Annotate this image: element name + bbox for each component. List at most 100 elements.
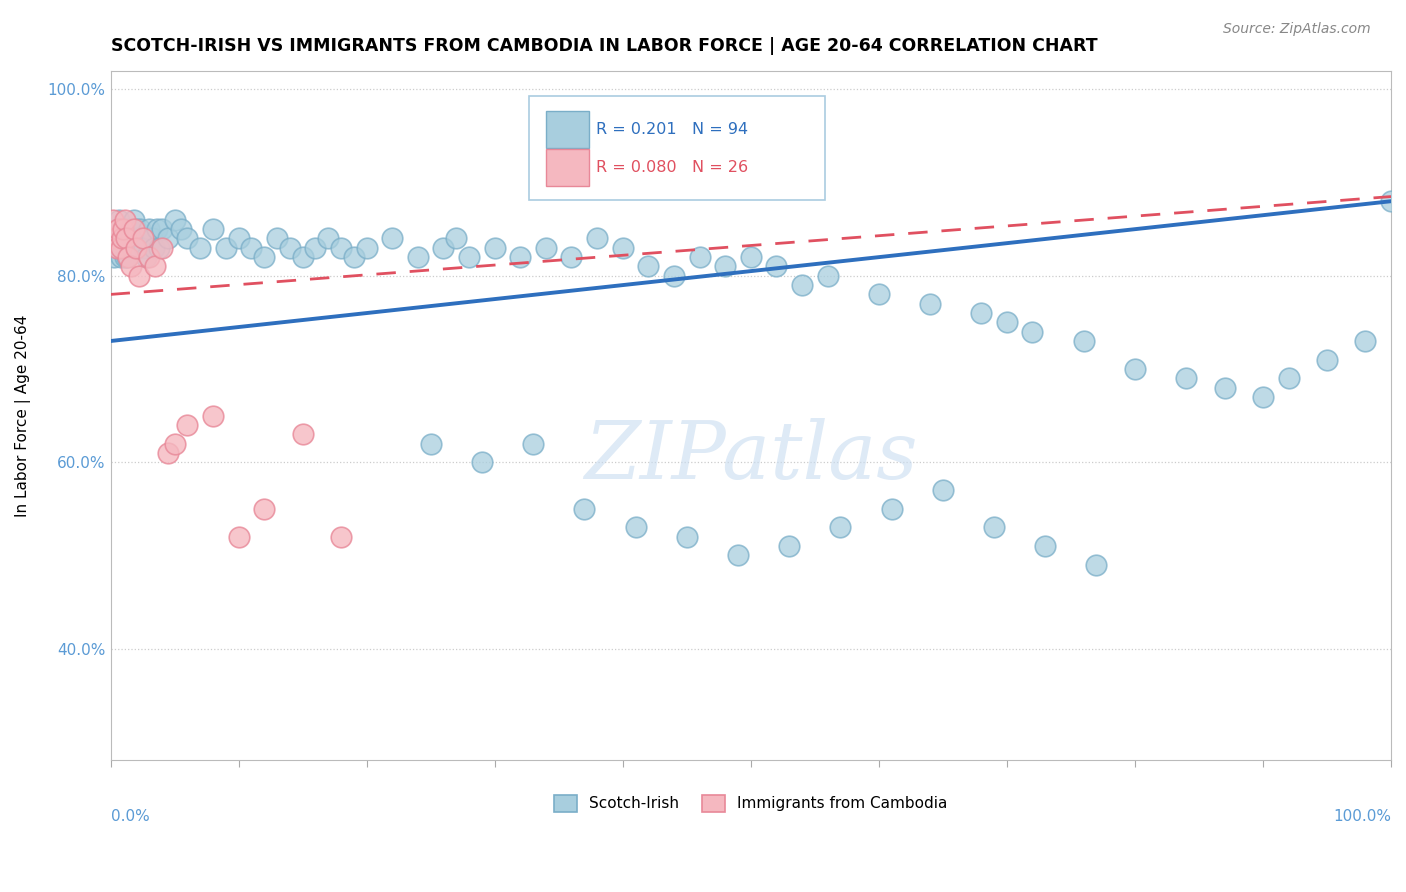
Point [1213,381,1236,395]
Point [122,212,145,227]
Point [918,297,941,311]
Point [1175,371,1198,385]
Point [112,222,135,236]
Point [121,241,143,255]
Y-axis label: In Labor Force | Age 20-64: In Labor Force | Age 20-64 [15,314,31,516]
FancyBboxPatch shape [546,149,589,186]
Point [266,231,288,245]
Point [138,222,160,236]
Text: Source: ZipAtlas.com: Source: ZipAtlas.com [1223,22,1371,37]
Point [135,250,157,264]
Point [727,549,749,563]
Point [105,231,128,245]
Point [125,241,148,255]
Point [484,241,506,255]
Point [240,241,263,255]
Point [150,222,173,236]
Point [157,446,180,460]
Point [446,231,468,245]
Point [765,260,787,274]
Point [111,241,134,255]
Text: SCOTCH-IRISH VS IMMIGRANTS FROM CAMBODIA IN LABOR FORCE | AGE 20-64 CORRELATION : SCOTCH-IRISH VS IMMIGRANTS FROM CAMBODIA… [111,37,1097,55]
Point [157,231,180,245]
Point [228,530,250,544]
Point [114,250,136,264]
Point [131,231,153,245]
Point [101,212,124,227]
Point [143,241,166,255]
Point [176,231,198,245]
Point [689,250,711,264]
Legend: Scotch-Irish, Immigrants from Cambodia: Scotch-Irish, Immigrants from Cambodia [548,789,953,818]
Point [138,250,160,264]
Point [1073,334,1095,348]
Point [104,231,127,245]
Point [868,287,890,301]
Point [624,520,647,534]
Point [115,231,138,245]
Point [253,250,276,264]
Point [471,455,494,469]
Point [110,241,132,255]
Point [115,241,138,255]
Point [115,250,138,264]
Point [148,241,170,255]
Point [1251,390,1274,404]
FancyBboxPatch shape [546,111,589,148]
Point [163,212,186,227]
Point [201,409,224,423]
Point [509,250,531,264]
Text: R = 0.080   N = 26: R = 0.080 N = 26 [596,160,748,175]
Point [586,231,609,245]
Point [201,222,224,236]
Point [1379,194,1402,209]
Point [150,241,173,255]
Point [128,268,150,283]
Point [1021,325,1043,339]
Point [1123,362,1146,376]
Point [1316,352,1339,367]
Text: 0.0%: 0.0% [111,809,149,823]
Point [112,222,135,236]
Point [534,241,557,255]
Point [228,231,250,245]
Point [330,530,353,544]
Point [131,231,153,245]
Point [105,241,128,255]
Point [118,222,141,236]
Point [143,260,166,274]
Point [176,417,198,432]
Point [170,222,193,236]
Point [112,231,135,245]
Point [120,231,142,245]
Point [127,231,149,245]
Point [145,222,167,236]
Point [1277,371,1299,385]
Point [215,241,238,255]
Point [406,250,429,264]
Point [458,250,481,264]
Point [129,222,152,236]
Point [560,250,582,264]
Point [356,241,378,255]
Point [110,250,132,264]
Point [111,231,134,245]
Point [790,278,813,293]
Point [662,268,685,283]
Point [291,427,314,442]
Point [1354,334,1376,348]
Point [125,222,148,236]
Point [291,250,314,264]
Point [278,241,301,255]
Point [932,483,955,497]
Point [114,212,136,227]
Point [574,501,596,516]
Point [381,231,404,245]
Point [970,306,993,320]
Point [117,250,139,264]
Point [740,250,762,264]
Point [132,241,155,255]
Point [105,222,128,236]
Point [817,268,839,283]
Point [188,241,211,255]
